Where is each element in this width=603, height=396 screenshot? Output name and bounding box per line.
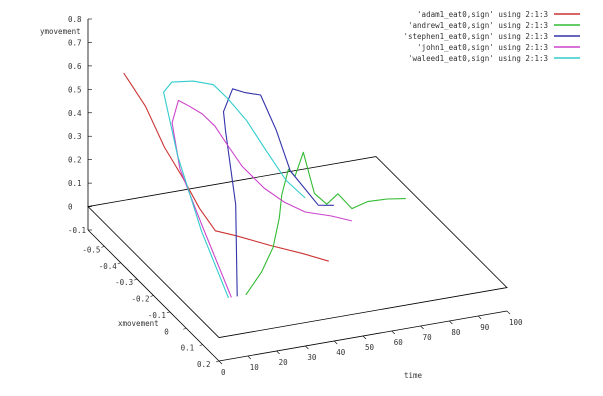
x-tick-label: 80 [451,328,461,337]
legend-label: 'waleed1_eat0,sign' using 2:1:3 [408,54,548,63]
x-tick-label: 50 [365,343,375,352]
z-axis-ticks: 0.8 0.7 0.6 0.5 0.4 0.3 0.2 0.1 0 -0.1 [68,15,92,235]
x-tick-label: 60 [394,338,404,347]
y-axis-label: xmovement [118,319,159,328]
y-tick-mark [199,344,203,346]
z-tick-label: 0.4 [68,109,82,118]
series-group [123,72,406,299]
z-tick-label: 0.6 [68,62,82,71]
z-tick-label: 0.2 [68,156,82,165]
z-tick-label: 0 [68,203,73,212]
y-tick-mark [166,311,170,314]
y-tick-mark [134,278,138,281]
y-tick-label: 0.1 [181,344,195,353]
legend-label: 'john1_eat0,sign' using 2:1:3 [417,43,548,52]
z-tick-label: 0.3 [68,132,82,141]
x-tick-mark [276,350,280,355]
x-tick-mark [218,360,223,365]
x-tick-label: 20 [279,358,289,367]
y-tick-label: -0.1 [148,311,166,320]
x-tick-mark [391,330,396,335]
z-axis-label: ymovement [40,27,81,36]
y-tick-label: -0.3 [115,278,133,287]
y-tick-label: 0.2 [197,360,211,369]
series-line-2 [245,151,406,296]
y-tick-mark [183,327,187,330]
x-tick-label: 10 [250,363,260,372]
z-tick-label: 0.8 [68,15,82,24]
x-tick-mark [420,325,424,330]
x-tick-label: 40 [336,348,346,357]
series-line-3 [222,88,334,297]
x-tick-mark [449,320,453,325]
base-plane [87,156,508,338]
x-axis-label: time [404,371,423,380]
y-tick-label: 0 [164,327,169,336]
y-tick-label: -0.4 [99,262,118,271]
x-tick-mark [506,310,511,315]
series-line-1 [123,72,329,262]
z-tick-label: 0.1 [68,179,82,188]
legend: 'adam1_eat0,sign' using 2:1:3 'andrew1_ea… [404,10,580,63]
y-axis-ticks: -0.5 -0.4 -0.3 -0.2 -0.1 0 0.10.2 [82,245,220,369]
x-tick-label: 90 [480,323,490,332]
x-tick-mark [333,340,338,345]
x-tick-mark [247,355,252,360]
series-line-5 [163,80,306,299]
legend-label: 'andrew1_eat0,sign' using 2:1:3 [408,21,548,30]
legend-label: 'stephen1_eat0,sign' using 2:1:3 [404,32,549,41]
x-tick-label: 30 [307,353,317,362]
x-tick-mark [477,315,482,320]
y-tick-label: -0.5 [82,245,100,254]
x-tick-label: 100 [509,318,523,327]
z-tick-label: -0.1 [68,226,86,235]
legend-label: 'adam1_eat0,sign' using 2:1:3 [417,10,548,19]
z-tick-label: 0.7 [68,38,82,47]
y-tick-mark [101,246,105,248]
x-axis-ticks: 0 10 20 30 40 50 60 70 80 90 100 [218,310,523,377]
z-tick-label: 0.5 [68,85,82,94]
x-tick-mark [362,335,367,340]
y-tick-mark [117,262,121,265]
x-tick-mark [305,345,309,350]
x-tick-label: 0 [221,368,226,377]
x-tick-label: 70 [423,333,433,342]
y-tick-label: -0.2 [132,295,150,304]
y-tick-mark [215,360,220,363]
y-tick-mark [150,295,154,297]
